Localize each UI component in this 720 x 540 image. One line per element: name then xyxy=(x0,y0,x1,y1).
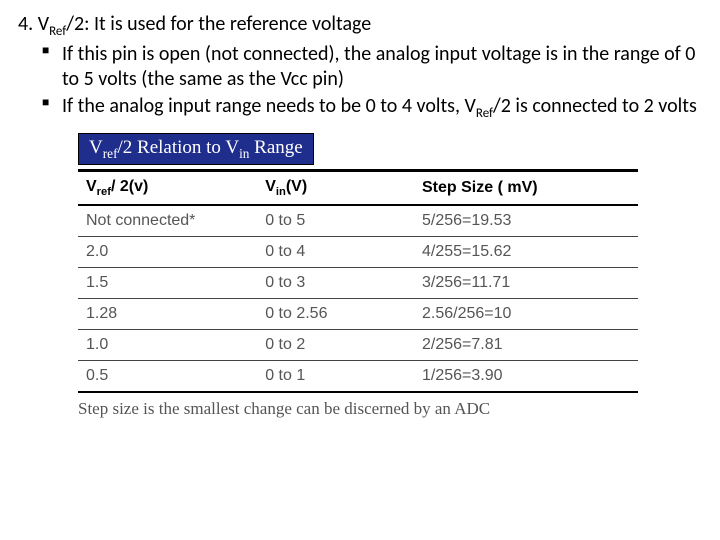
cell-vin: 0 to 2.56 xyxy=(257,299,414,330)
table-footnote: Step size is the smallest change can be … xyxy=(78,399,638,419)
bullet-text: If this pin is open (not connected), the… xyxy=(62,42,695,91)
table-header-row: Vref/ 2(v) Vin(V) Step Size ( mV) xyxy=(78,171,638,206)
banner-sub: in xyxy=(239,145,249,160)
bullet-list: If this pin is open (not connected), the… xyxy=(18,42,702,122)
cell-vref: Not connected* xyxy=(78,205,257,237)
bullet-text-a: If the analog input range needs to be 0 … xyxy=(62,94,476,118)
cell-step: 5/256=19.53 xyxy=(414,205,638,237)
col-header-vin: Vin(V) xyxy=(257,171,414,206)
heading-desc: It is used for the reference voltage xyxy=(89,12,371,36)
bullet-item: If the analog input range needs to be 0 … xyxy=(42,94,702,122)
table-banner: Vref/2 Relation to Vin Range xyxy=(78,133,314,166)
heading-line: 4. VRef/2: It is used for the reference … xyxy=(18,12,702,40)
cell-step: 2/256=7.81 xyxy=(414,330,638,361)
header-part: V xyxy=(265,178,276,195)
cell-vin: 0 to 2 xyxy=(257,330,414,361)
cell-vref: 2.0 xyxy=(78,237,257,268)
cell-vref: 1.28 xyxy=(78,299,257,330)
banner-part: Range xyxy=(249,137,302,158)
bullet-item: If this pin is open (not connected), the… xyxy=(42,42,702,92)
heading-term-post: /2: xyxy=(66,12,89,36)
cell-vin: 0 to 3 xyxy=(257,268,414,299)
table-row: Not connected* 0 to 5 5/256=19.53 xyxy=(78,205,638,237)
heading-term-sub: Ref xyxy=(49,24,66,39)
header-sub: ref xyxy=(97,186,111,198)
cell-vref: 1.0 xyxy=(78,330,257,361)
table-row: 2.0 0 to 4 4/255=15.62 xyxy=(78,237,638,268)
table-region: Vref/2 Relation to Vin Range Vref/ 2(v) … xyxy=(78,133,638,420)
heading-term-pre: V xyxy=(38,12,49,36)
table-row: 1.5 0 to 3 3/256=11.71 xyxy=(78,268,638,299)
banner-part: /2 Relation to V xyxy=(118,137,240,158)
col-header-step: Step Size ( mV) xyxy=(414,171,638,206)
header-part: (V) xyxy=(286,178,307,195)
table-row: 0.5 0 to 1 1/256=3.90 xyxy=(78,361,638,393)
cell-step: 3/256=11.71 xyxy=(414,268,638,299)
header-part: / 2(v) xyxy=(111,178,148,195)
banner-sub: ref xyxy=(103,145,118,160)
vref-table: Vref/ 2(v) Vin(V) Step Size ( mV) Not co… xyxy=(78,169,638,393)
cell-vin: 0 to 1 xyxy=(257,361,414,393)
header-sub: in xyxy=(276,186,286,198)
cell-vref: 1.5 xyxy=(78,268,257,299)
cell-step: 4/255=15.62 xyxy=(414,237,638,268)
bullet-sub: Ref xyxy=(476,106,493,121)
col-header-vref: Vref/ 2(v) xyxy=(78,171,257,206)
cell-step: 2.56/256=10 xyxy=(414,299,638,330)
heading-number: 4. xyxy=(18,12,33,36)
cell-vref: 0.5 xyxy=(78,361,257,393)
table-row: 1.0 0 to 2 2/256=7.81 xyxy=(78,330,638,361)
table-row: 1.28 0 to 2.56 2.56/256=10 xyxy=(78,299,638,330)
banner-part: V xyxy=(89,137,103,158)
cell-vin: 0 to 4 xyxy=(257,237,414,268)
cell-step: 1/256=3.90 xyxy=(414,361,638,393)
header-part: V xyxy=(86,178,97,195)
cell-vin: 0 to 5 xyxy=(257,205,414,237)
bullet-text-b: /2 is connected to 2 volts xyxy=(493,94,697,118)
